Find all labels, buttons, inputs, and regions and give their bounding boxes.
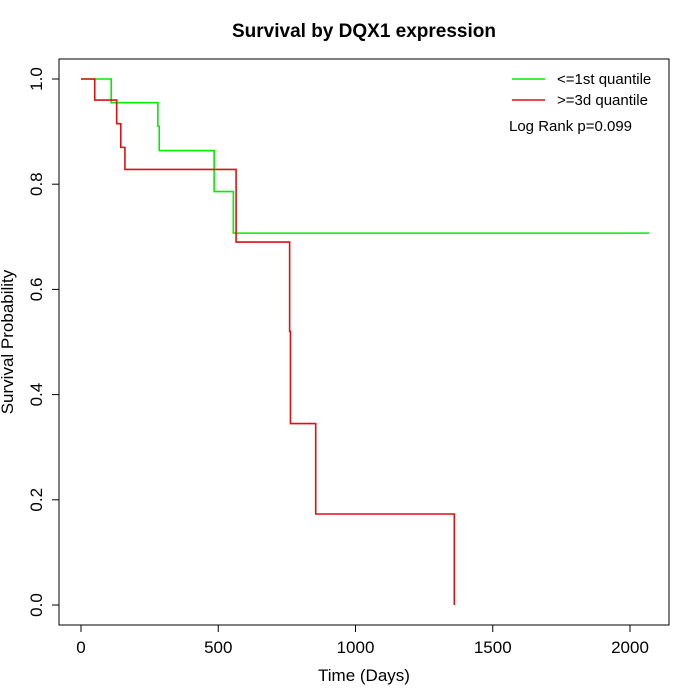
x-tick-label: 500 <box>204 638 232 657</box>
y-axis-label: Survival Probability <box>0 269 17 414</box>
y-axis: 0.0 0.2 0.4 0.6 0.8 1.0 <box>27 67 60 617</box>
x-tick-label: 0 <box>76 638 85 657</box>
legend-label-2: >=3d quantile <box>557 92 648 109</box>
y-tick-label: 0.0 <box>27 593 46 617</box>
chart-title: Survival by DQX1 expression <box>232 21 496 42</box>
y-tick-label: 0.2 <box>27 488 46 512</box>
x-tick-label: 1500 <box>474 638 512 657</box>
log-rank-annotation: Log Rank p=0.099 <box>509 118 632 135</box>
y-tick-label: 0.4 <box>27 383 46 407</box>
series-line-2 <box>81 78 456 605</box>
series-layer <box>81 78 650 605</box>
x-axis: 0 500 1000 1500 2000 <box>76 624 649 657</box>
y-tick-label: 1.0 <box>27 67 46 91</box>
x-tick-label: 1000 <box>337 638 375 657</box>
legend: <=1st quantile >=3d quantile <box>512 71 651 109</box>
plot-frame <box>58 58 670 626</box>
legend-label-1: <=1st quantile <box>557 71 651 88</box>
y-tick-label: 0.6 <box>27 278 46 302</box>
y-tick-label: 0.8 <box>27 172 46 196</box>
series-line-1 <box>81 78 650 234</box>
x-axis-label: Time (Days) <box>318 666 410 685</box>
x-tick-label: 2000 <box>611 638 649 657</box>
